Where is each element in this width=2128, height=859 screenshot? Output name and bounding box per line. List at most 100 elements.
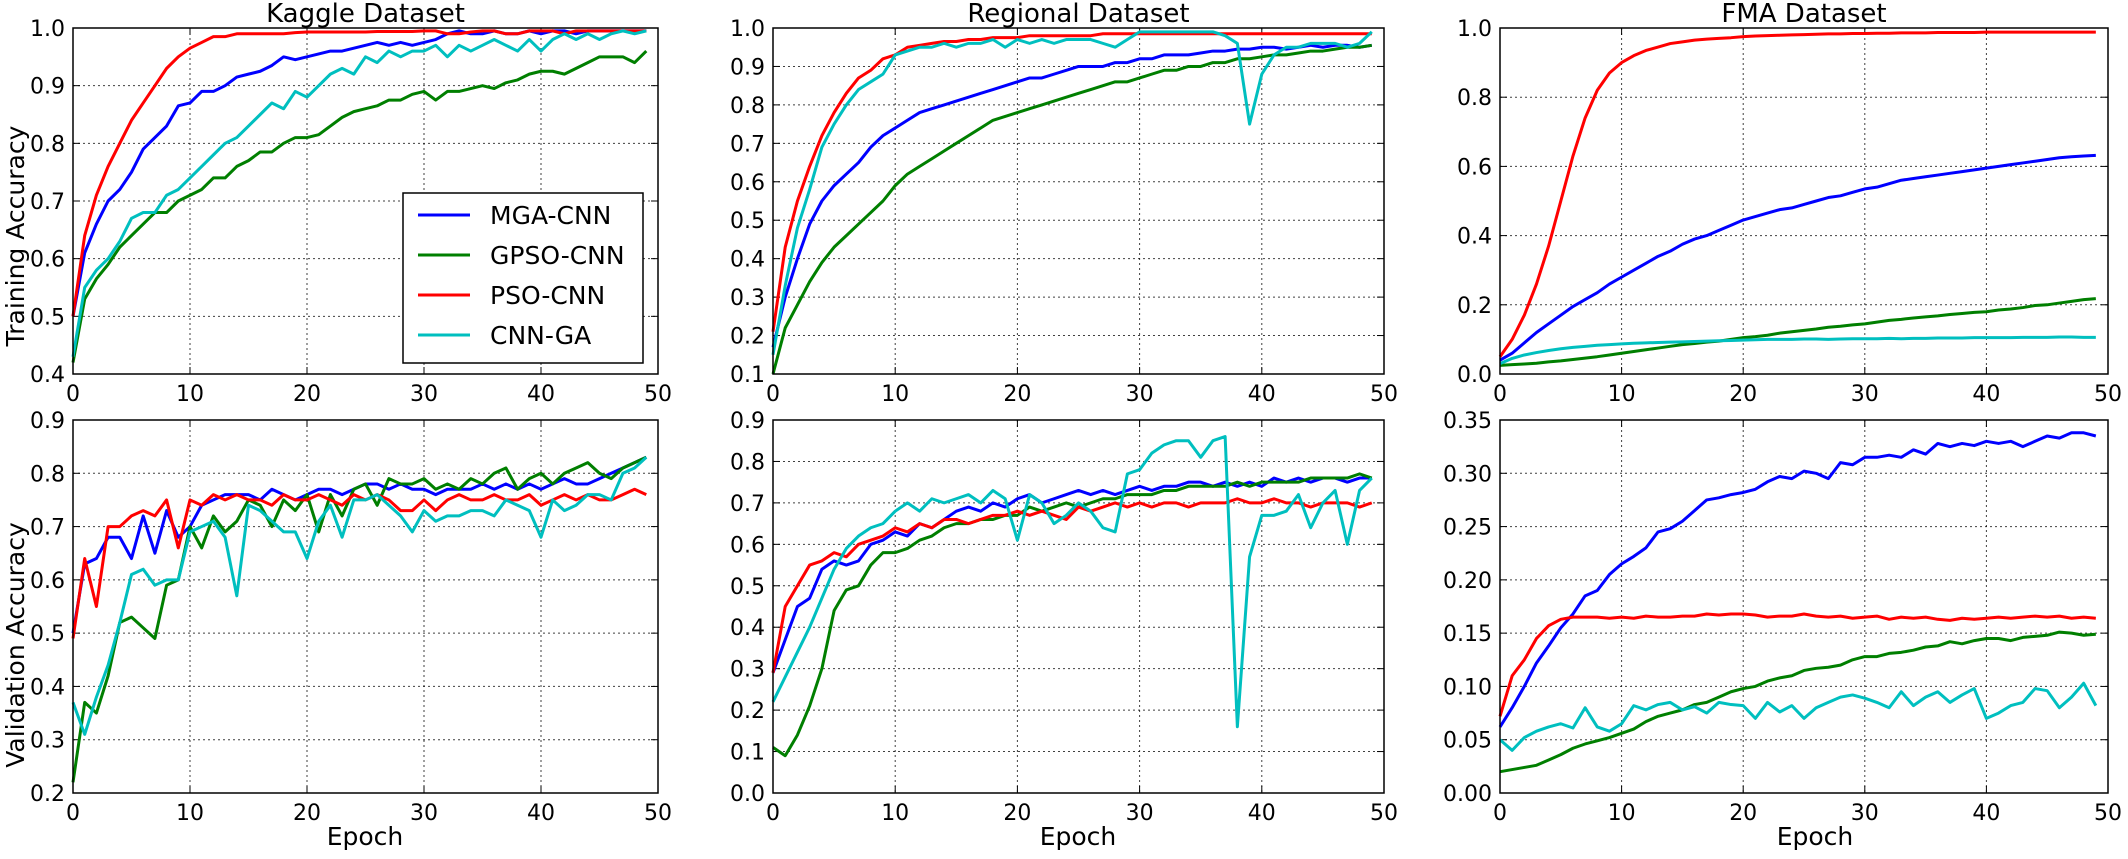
x-tick-label: 50 [644,382,672,407]
panel-kaggle-validation: 0 10 20 30 40 50 0.2 0.3 0.4 0.5 0.6 0.7 0.8 0.9 [30,409,672,826]
series-line-cnn-ga [71,29,647,357]
y-tick-label: 0.05 [1443,729,1492,754]
x-tick-label: 0 [1493,801,1507,826]
y-tick-label: 0.7 [730,492,765,517]
y-tick-label: 0.5 [730,209,765,234]
y-tick-label: 0.4 [30,363,65,388]
y-tick-label: 0.5 [730,575,765,600]
series-line-pso-cnn [71,29,647,317]
x-tick-label: 0 [66,382,80,407]
x-tick-label: 40 [1972,801,2000,826]
series-line-gpso-cnn [772,472,1373,758]
x-tick-label: 30 [1851,801,1879,826]
y-tick-label: 0.15 [1443,622,1492,647]
series-line-mga-cnn [1498,431,2097,728]
y-tick-label: 0.00 [1443,782,1492,807]
series-line-cnn-ga [771,435,1373,729]
series-line-pso-cnn [71,487,647,639]
series-line-gpso-cnn [71,50,648,363]
y-tick-label: 0.6 [30,248,65,273]
y-tick-label: 0.5 [30,622,65,647]
plot-frame [1499,27,2109,375]
series-line-cnn-ga [71,456,648,736]
series-line-gpso-cnn [771,43,1373,375]
x-tick-label: 20 [1729,801,1757,826]
x-tick-label: 40 [1248,382,1276,407]
series-line-mga-cnn [771,43,1373,348]
series-line-gpso-cnn [71,455,647,783]
y-tick-label: 0.35 [1443,409,1492,434]
x-tick-label: 30 [410,382,438,407]
y-tick-label: 0.9 [30,409,65,434]
series-line-pso-cnn [1498,30,2096,358]
ylabel-training: Training Accuracy [1,125,30,347]
y-tick-label: 0.3 [730,658,765,683]
y-tick-label: 0.8 [1457,86,1492,111]
legend-label-mga-cnn: MGA-CNN [490,201,611,230]
series-line-pso-cnn [1498,612,2096,717]
ylabel-validation: Validation Accuracy [1,522,30,768]
y-tick-label: 0.9 [730,409,765,434]
y-tick-label: 0.9 [30,75,65,100]
series-line-mga-cnn [71,455,647,634]
xlabel-epoch-3: Epoch [1777,822,1854,851]
plot-frame [72,419,659,794]
x-tick-label: 30 [410,801,438,826]
panel-kaggle-training: 0 10 20 30 40 50 0.4 0.5 0.6 0.7 0.8 0.9 1.0 Kaggle D… [30,0,672,407]
x-tick-label: 50 [644,801,672,826]
y-tick-label: 0.0 [1457,363,1492,388]
x-tick-label: 10 [881,801,909,826]
legend: MGA-CNN GPSO-CNN PSO-CNN CNN-GA [402,192,644,364]
y-tick-label: 0.5 [30,305,65,330]
y-tick-label: 0.25 [1443,516,1492,541]
x-tick-label: 50 [2094,382,2122,407]
y-tick-label: 0.2 [1457,294,1492,319]
y-tick-label: 1.0 [30,17,65,42]
x-tick-label: 20 [1003,382,1031,407]
x-tick-label: 50 [1370,382,1398,407]
series-line-cnn-ga [1499,681,2098,752]
y-tick-label: 0.6 [730,171,765,196]
y-tick-label: 1.0 [1457,17,1492,42]
y-tick-label: 0.6 [730,533,765,558]
y-tick-label: 0.6 [1457,155,1492,180]
y-tick-label: 0.8 [730,450,765,475]
legend-label-pso-cnn: PSO-CNN [490,281,605,310]
y-tick-label: 0.4 [730,248,765,273]
x-tick-label: 0 [766,382,780,407]
y-tick-label: 0.8 [30,132,65,157]
y-tick-label: 0.2 [30,782,65,807]
x-tick-label: 0 [1493,382,1507,407]
x-tick-label: 10 [176,382,204,407]
y-tick-label: 0.8 [730,94,765,119]
x-tick-label: 50 [2094,801,2122,826]
series-line-cnn-ga [1499,335,2096,365]
legend-label-cnn-ga: CNN-GA [490,321,591,350]
x-tick-label: 10 [176,801,204,826]
y-tick-label: 1.0 [730,17,765,42]
panel-title: Regional Dataset [967,0,1189,29]
y-tick-label: 0.9 [730,55,765,80]
y-tick-label: 0.6 [30,569,65,594]
x-tick-label: 10 [1608,801,1636,826]
series-line-pso-cnn [771,32,1372,332]
panel-title: Kaggle Dataset [266,0,465,29]
panel-regional-training: 0 10 20 30 40 50 0.1 0.2 0.3 0.4 0.5 0.6 0.7 0.8 0.9 1.… [730,0,1398,407]
x-tick-label: 20 [293,382,321,407]
series-line-cnn-ga [771,30,1373,356]
y-tick-label: 0.4 [730,616,765,641]
plot-frame [772,27,1385,375]
y-tick-label: 0.4 [1457,225,1492,250]
series-line-mga-cnn [771,476,1372,674]
y-tick-label: 0.7 [30,190,65,215]
legend-label-gpso-cnn: GPSO-CNN [490,241,625,270]
y-tick-label: 0.3 [30,729,65,754]
panel-regional-validation: 0 10 20 30 40 50 0.0 0.1 0.2 0.3 0.4 0.5 0.6 0.7 0.8 0.… [730,409,1398,826]
y-tick-label: 0.10 [1443,675,1492,700]
x-tick-label: 30 [1126,382,1154,407]
xlabel-epoch-1: Epoch [327,822,404,851]
y-tick-label: 0.3 [730,286,765,311]
x-tick-label: 40 [1248,801,1276,826]
y-tick-label: 0.7 [30,516,65,541]
